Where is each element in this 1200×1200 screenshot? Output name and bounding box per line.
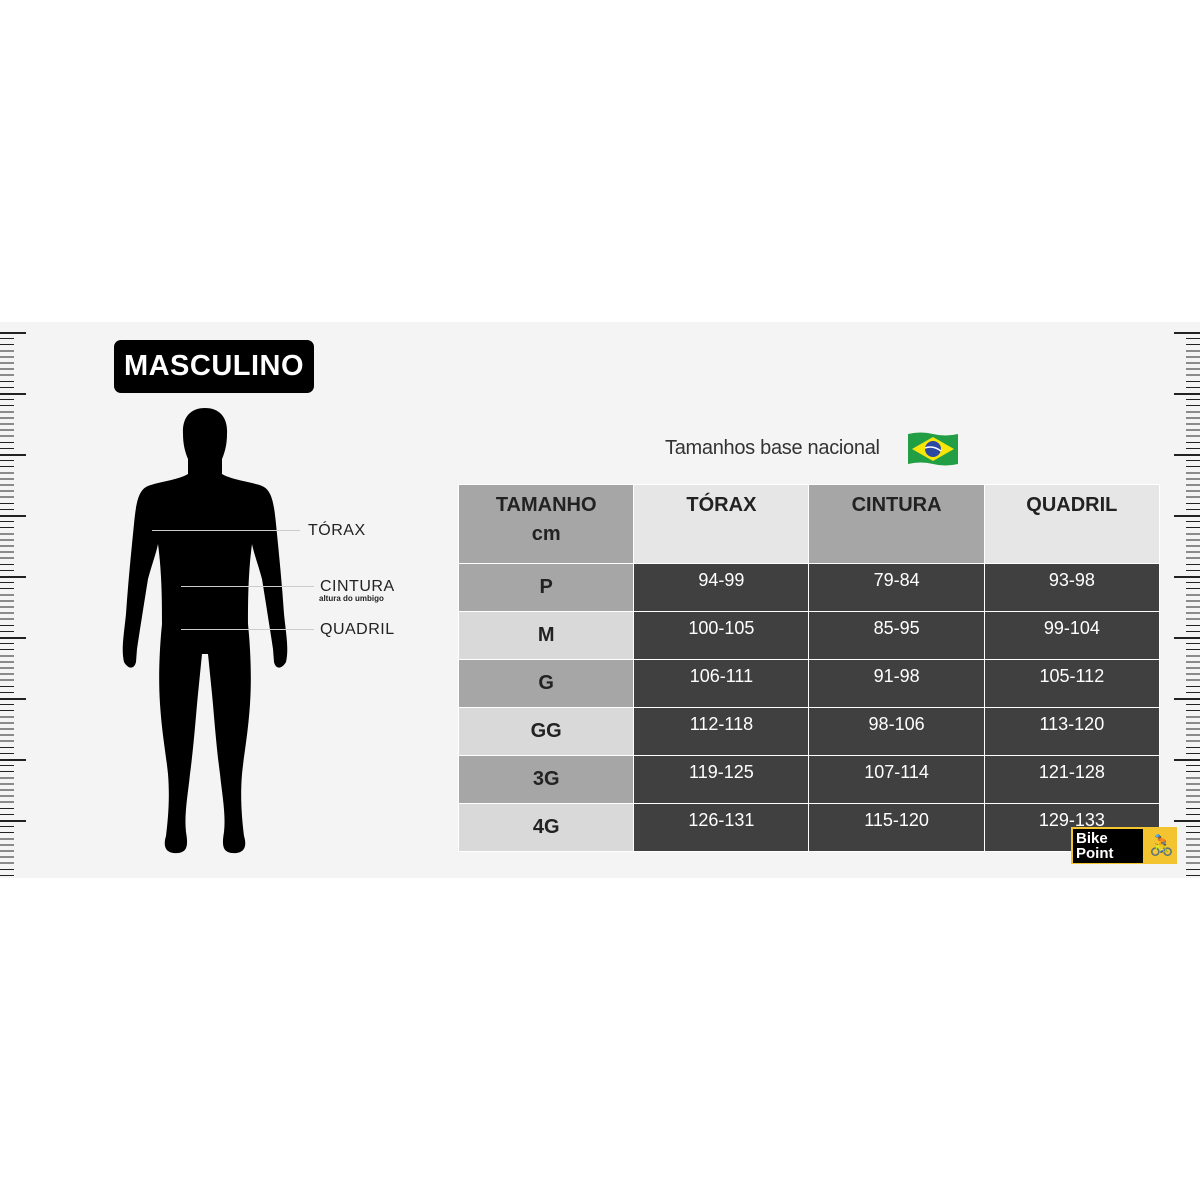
gender-badge: MASCULINO xyxy=(114,340,314,393)
size-cell: G xyxy=(457,659,635,708)
cintura-cell: 85-95 xyxy=(808,611,985,660)
table-row: P 94-99 79-84 93-98 xyxy=(457,563,1161,612)
logo-text: Bike Point xyxy=(1073,828,1143,863)
cintura-cell: 98-106 xyxy=(808,707,985,756)
torax-label: TÓRAX xyxy=(308,522,366,539)
size-table: TAMANHO cm TÓRAX CINTURA QUADRIL P 94-99 79… xyxy=(457,484,1161,852)
cintura-label: CINTURA xyxy=(320,578,395,595)
quadril-cell: 121-128 xyxy=(983,755,1161,804)
table-row: GG 112-118 98-106 113-120 xyxy=(457,707,1161,756)
cintura-cell: 91-98 xyxy=(808,659,985,708)
size-cell: M xyxy=(457,611,635,660)
header-torax: TÓRAX xyxy=(633,484,810,564)
table-row: G 106-111 91-98 105-112 xyxy=(457,659,1161,708)
ruler-left-major-ticks xyxy=(0,332,26,878)
table-row: 3G 119-125 107-114 121-128 xyxy=(457,755,1161,804)
size-cell: P xyxy=(457,563,635,612)
header-tamanho-label: TAMANHO xyxy=(495,494,597,516)
header-unit: cm xyxy=(531,523,561,545)
header-tamanho: TAMANHO cm xyxy=(457,484,635,564)
cyclist-icon: 🚴 xyxy=(1149,835,1174,857)
quadril-cell: 105-112 xyxy=(983,659,1161,708)
cintura-cell: 107-114 xyxy=(808,755,985,804)
torax-cell: 106-111 xyxy=(633,659,810,708)
cintura-cell: 115-120 xyxy=(808,803,985,852)
quadril-cell: 93-98 xyxy=(983,563,1161,612)
torax-cell: 100-105 xyxy=(633,611,810,660)
cintura-note: altura do umbigo xyxy=(319,594,384,603)
ruler-right-major-ticks xyxy=(1174,332,1200,878)
chart-subtitle: Tamanhos base nacional xyxy=(665,437,880,459)
size-cell: GG xyxy=(457,707,635,756)
size-cell: 3G xyxy=(457,755,635,804)
header-cintura: CINTURA xyxy=(808,484,985,564)
quadril-cell: 113-120 xyxy=(983,707,1161,756)
table-header-row: TAMANHO cm TÓRAX CINTURA QUADRIL xyxy=(457,484,1161,564)
header-quadril: QUADRIL xyxy=(983,484,1161,564)
brazil-flag-icon xyxy=(908,432,958,466)
table-row: M 100-105 85-95 99-104 xyxy=(457,611,1161,660)
torax-cell: 94-99 xyxy=(633,563,810,612)
logo-line2: Point xyxy=(1076,844,1114,862)
quadril-line xyxy=(181,629,314,630)
bike-point-logo: Bike Point 🚴 xyxy=(1071,827,1177,864)
torax-cell: 119-125 xyxy=(633,755,810,804)
torax-cell: 126-131 xyxy=(633,803,810,852)
torax-line xyxy=(152,530,300,531)
quadril-cell: 99-104 xyxy=(983,611,1161,660)
table-row: 4G 126-131 115-120 129-133 xyxy=(457,803,1161,852)
size-cell: 4G xyxy=(457,803,635,852)
cintura-cell: 79-84 xyxy=(808,563,985,612)
body-silhouette-icon xyxy=(122,408,288,854)
cintura-line xyxy=(181,586,314,587)
torax-cell: 112-118 xyxy=(633,707,810,756)
logo-line1: Bike xyxy=(1076,829,1108,847)
quadril-label: QUADRIL xyxy=(320,621,395,638)
